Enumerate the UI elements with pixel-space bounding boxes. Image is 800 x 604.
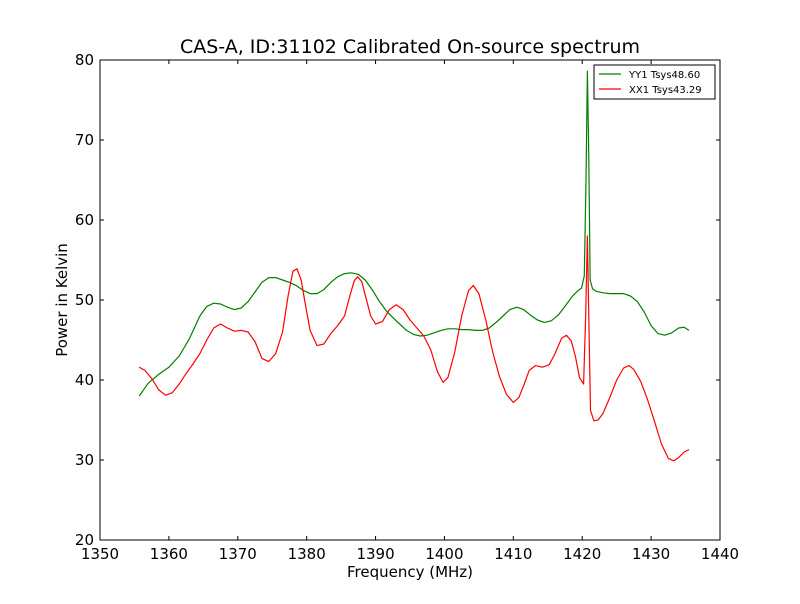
x-tick-label: 1410 [494, 545, 532, 563]
x-tick-label: 1430 [632, 545, 670, 563]
y-axis-label: Power in Kelvin [53, 243, 71, 357]
y-tick-label: 60 [75, 211, 94, 229]
legend-label-yy1: YY1 Tsys48.60 [628, 70, 700, 81]
plot-area [99, 59, 721, 541]
x-tick-label: 1350 [81, 545, 119, 563]
y-tick-label: 80 [75, 51, 94, 69]
x-tick-label: 1400 [425, 545, 463, 563]
y-tick-label: 20 [75, 531, 94, 549]
series-layer [138, 70, 690, 462]
legend-box [593, 64, 716, 100]
x-tick-label: 1390 [356, 545, 394, 563]
x-tick-label: 1360 [150, 545, 188, 563]
y-tick-label: 50 [75, 291, 94, 309]
series-line-xx1 [138, 235, 690, 462]
x-tick-label: 1420 [563, 545, 601, 563]
axis-ticks: 1350 1360 1370 1380 1390 1400 1410 1420 1430 1440… [75, 51, 739, 563]
y-tick-label: 30 [75, 451, 94, 469]
x-tick-label: 1370 [219, 545, 257, 563]
x-axis-label: Frequency (MHz) [347, 563, 473, 581]
y-tick-label: 40 [75, 371, 94, 389]
legend-label-xx1: XX1 Tsys43.29 [629, 85, 702, 96]
series-line-yy1 [138, 70, 690, 397]
x-tick-label: 1440 [701, 545, 739, 563]
x-tick-label: 1380 [288, 545, 326, 563]
legend: YY1 Tsys48.60 XX1 Tsys43.29 [593, 64, 716, 100]
chart-title: CAS-A, ID:31102 Calibrated On-source spe… [180, 36, 640, 58]
y-tick-label: 70 [75, 131, 94, 149]
